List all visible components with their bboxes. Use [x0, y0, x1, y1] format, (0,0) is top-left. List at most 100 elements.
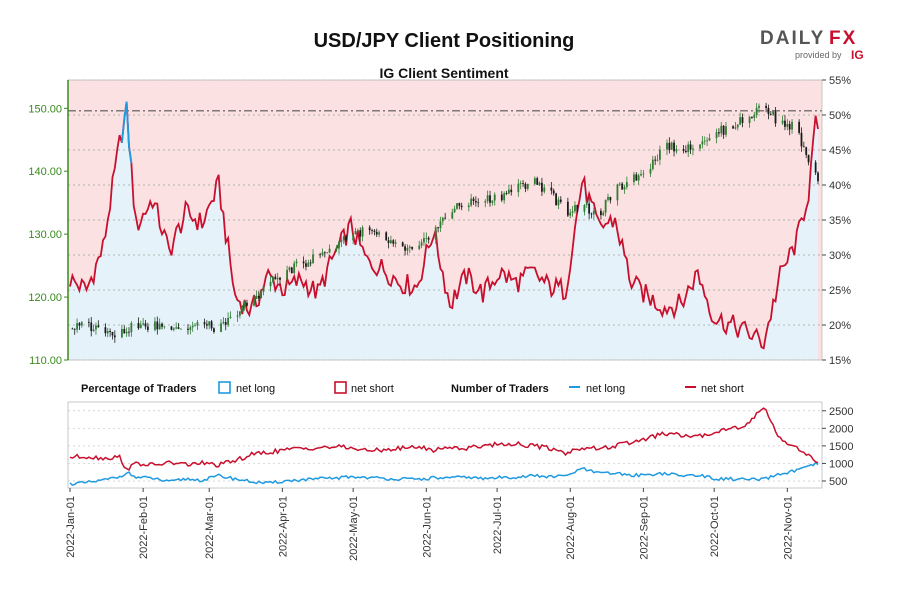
candle-body	[279, 277, 281, 280]
pct-tick-label: 15%	[829, 355, 851, 367]
candle-body	[699, 144, 701, 149]
candle-body	[356, 230, 359, 232]
candle-body	[477, 202, 480, 204]
candle-body	[321, 252, 324, 255]
candle-body	[590, 213, 593, 215]
candle-body	[288, 267, 291, 270]
candle-body	[189, 327, 192, 330]
candle-body	[404, 246, 406, 251]
candle-body	[805, 147, 808, 155]
candle-body	[507, 189, 510, 194]
candle-body	[246, 302, 248, 306]
candle-body	[659, 149, 661, 160]
upper-panel: 110.00 120.00 130.00 140.00 150.00 15% 20% 25% 3…	[28, 75, 851, 367]
candle-body	[666, 142, 668, 150]
candle-body	[78, 323, 81, 326]
pct-tick-label: 25%	[829, 285, 851, 297]
count-tick-label: 2000	[829, 423, 853, 435]
x-tick-label: 2022-Jul-01	[492, 496, 504, 554]
candle-body	[522, 183, 524, 184]
candle-body	[255, 295, 258, 300]
pct-tick-label: 20%	[829, 320, 851, 332]
candle-body	[791, 121, 793, 130]
candle-body	[486, 195, 489, 202]
chart-subtitle: IG Client Sentiment	[379, 65, 508, 81]
candle-body	[526, 183, 529, 189]
candle-body	[274, 276, 277, 280]
candle-body	[649, 169, 652, 174]
candle-body	[87, 322, 90, 324]
candle-body	[585, 203, 588, 206]
candle-body	[205, 324, 208, 326]
candle-body	[510, 189, 513, 193]
candle-body	[533, 178, 536, 184]
x-tick-label: 2022-Mar-01	[204, 496, 216, 559]
candle-body	[92, 329, 95, 332]
candle-body	[722, 125, 725, 135]
candle-body	[137, 322, 140, 329]
logo-provided-by: provided by	[795, 50, 842, 60]
x-tick-label: 2022-Sep-01	[638, 496, 650, 560]
candle-body	[753, 115, 756, 118]
candle-body	[755, 107, 758, 116]
candle-body	[781, 120, 784, 124]
candle-body	[158, 323, 161, 330]
candle-body	[260, 291, 263, 299]
price-candles	[71, 102, 819, 343]
candle-body	[439, 221, 442, 229]
candle-body	[751, 116, 753, 118]
candle-body	[574, 205, 576, 212]
candle-body	[684, 150, 687, 153]
candle-body	[458, 203, 461, 206]
legend-num-net-short-label: net short	[701, 383, 744, 395]
candle-body	[571, 211, 574, 213]
candle-body	[328, 248, 331, 253]
pct-tick-label: 55%	[829, 75, 851, 87]
candle-body	[437, 227, 440, 229]
candle-body	[312, 254, 314, 264]
candle-body	[71, 328, 74, 330]
candle-body	[434, 227, 437, 240]
candle-body	[536, 178, 539, 185]
candle-body	[489, 195, 491, 203]
x-tick-label: 2022-Apr-01	[277, 496, 289, 557]
candle-body	[706, 140, 708, 142]
logo-dailyfx-text: DAILY	[760, 28, 825, 49]
candle-body	[319, 254, 322, 256]
candle-body	[621, 183, 624, 190]
price-tick-label: 110.00	[29, 355, 62, 367]
candle-body	[408, 246, 411, 248]
candle-body	[272, 276, 274, 282]
candle-body	[607, 196, 609, 200]
candle-body	[394, 242, 397, 244]
count-tick-label: 1500	[829, 441, 853, 453]
candle-body	[668, 142, 671, 150]
count-tick-label: 2500	[829, 406, 853, 418]
candle-body	[359, 230, 362, 237]
legend: Percentage of Traders net long net short…	[81, 381, 744, 395]
candle-body	[194, 325, 196, 327]
legend-number-heading: Number of Traders	[451, 383, 549, 395]
candle-body	[725, 126, 727, 135]
x-tick-label: 2022-Jan-01	[65, 496, 77, 558]
candle-body	[517, 183, 520, 193]
candle-body	[557, 199, 560, 206]
candle-body	[467, 205, 470, 208]
candle-body	[444, 217, 447, 219]
candle-body	[323, 252, 326, 254]
x-tick-label: 2022-Feb-01	[138, 496, 150, 559]
candle-body	[470, 198, 473, 206]
candle-body	[717, 132, 720, 134]
candle-body	[538, 182, 541, 185]
candle-body	[472, 198, 475, 202]
net-long-pct-line	[121, 101, 133, 164]
candle-body	[97, 325, 100, 328]
candle-body	[371, 230, 373, 232]
candle-body	[163, 326, 166, 328]
candle-body	[600, 210, 602, 216]
candle-body	[559, 199, 562, 202]
candle-body	[588, 203, 591, 214]
candle-body	[774, 111, 777, 124]
candle-body	[798, 121, 801, 133]
